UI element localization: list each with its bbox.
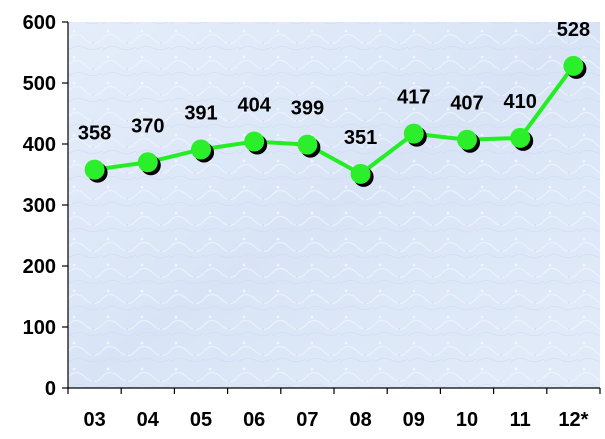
y-axis-tick-labels: 0 100 200 300 400 500 600	[23, 12, 56, 400]
data-label: 399	[291, 98, 324, 120]
data-point-marker	[191, 139, 211, 160]
data-point	[403, 123, 427, 147]
axes	[62, 21, 601, 394]
data-point-marker	[350, 163, 371, 184]
plot-area	[68, 22, 600, 388]
y-tick-label: 300	[23, 195, 56, 217]
data-point	[510, 127, 534, 151]
x-tick-label: 09	[403, 409, 425, 431]
x-tick-label: 08	[349, 409, 371, 431]
x-tick-label: 11	[510, 409, 531, 431]
data-point	[244, 131, 268, 155]
x-tick-label: 05	[190, 409, 212, 431]
data-point-marker	[84, 159, 105, 180]
x-tick-label: 06	[243, 409, 265, 431]
data-label: 370	[131, 115, 164, 137]
data-labels: 358 370 391 404 399 351 417 407 410 528	[78, 19, 590, 149]
data-point-marker	[457, 129, 477, 150]
data-label: 410	[504, 91, 537, 113]
data-point-marker	[137, 152, 158, 173]
data-point-marker	[297, 134, 318, 155]
data-point-marker	[510, 127, 531, 148]
data-point	[191, 139, 214, 163]
data-point-marker	[403, 123, 424, 144]
series-line-group	[94, 64, 576, 176]
data-label: 351	[344, 127, 377, 149]
data-label: 404	[238, 95, 272, 117]
data-label: 391	[184, 102, 217, 124]
data-point	[84, 159, 108, 183]
x-axis-tick-labels: 03 04 05 06 07 08 09 10 11 12*	[83, 409, 588, 431]
x-tick-label: 07	[296, 409, 318, 431]
series-markers	[84, 55, 587, 187]
data-point	[563, 55, 587, 79]
data-point	[350, 163, 374, 187]
data-label: 407	[450, 93, 483, 115]
y-tick-label: 100	[23, 317, 56, 339]
data-point-marker	[244, 131, 265, 152]
series-line	[94, 64, 576, 176]
y-tick-label: 400	[23, 134, 56, 156]
plot-background-texture	[68, 22, 600, 388]
data-label: 358	[78, 123, 111, 145]
y-tick-label: 600	[23, 12, 56, 34]
y-tick-label: 0	[45, 378, 56, 400]
data-point	[457, 129, 480, 153]
data-point	[137, 152, 161, 176]
x-tick-label: 03	[83, 409, 105, 431]
x-tick-label: 12*	[558, 409, 588, 431]
x-tick-label: 04	[137, 409, 160, 431]
x-tick-label: 10	[456, 409, 478, 431]
data-point-marker	[563, 55, 584, 76]
y-tick-label: 200	[23, 256, 56, 278]
data-point	[297, 134, 321, 158]
y-tick-label: 500	[23, 73, 56, 95]
data-label: 417	[397, 87, 430, 109]
data-label: 528	[557, 19, 590, 41]
